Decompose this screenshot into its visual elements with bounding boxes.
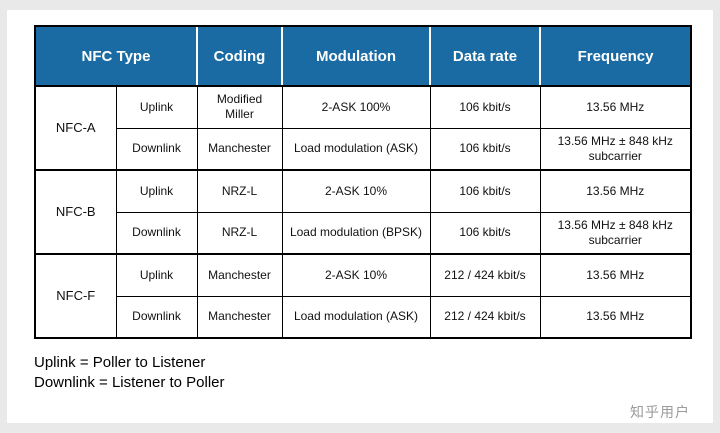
nfc-comparison-table: NFC Type Coding Modulation Data rate Fre… bbox=[34, 25, 692, 339]
modulation-cell: 2-ASK 10% bbox=[281, 253, 431, 297]
modulation-cell: 2-ASK 100% bbox=[281, 85, 431, 129]
table-row: Downlink Manchester Load modulation (ASK… bbox=[35, 127, 692, 171]
frequency-cell: 13.56 MHz bbox=[539, 85, 692, 129]
frequency-cell: 13.56 MHz ± 848 kHz subcarrier bbox=[539, 127, 692, 171]
table-row: Downlink NRZ-L Load modulation (BPSK) 10… bbox=[35, 211, 692, 255]
content-panel: NFC Type Coding Modulation Data rate Fre… bbox=[7, 10, 713, 423]
table-footnotes: Uplink = Poller to Listener Downlink = L… bbox=[34, 353, 713, 393]
frequency-cell: 13.56 MHz bbox=[539, 253, 692, 297]
data-rate-cell: 212 / 424 kbit/s bbox=[429, 253, 541, 297]
table-row: NFC-F Uplink Manchester 2-ASK 10% 212 / … bbox=[34, 253, 692, 339]
coding-cell: NRZ-L bbox=[196, 169, 283, 213]
nfc-type-cell: NFC-F bbox=[34, 253, 117, 339]
modulation-cell: Load modulation (ASK) bbox=[281, 295, 431, 339]
data-rate-cell: 106 kbit/s bbox=[429, 85, 541, 129]
col-header-data-rate: Data rate bbox=[429, 25, 541, 87]
col-header-modulation: Modulation bbox=[281, 25, 431, 87]
link-cell: Downlink bbox=[115, 211, 198, 255]
coding-cell: Manchester bbox=[196, 253, 283, 297]
col-header-frequency: Frequency bbox=[539, 25, 692, 87]
table-row: NFC-B Uplink NRZ-L 2-ASK 10% 106 kbit/s … bbox=[34, 169, 692, 255]
table-row: NFC-A Uplink Modified Miller 2-ASK 100% … bbox=[34, 85, 692, 171]
footnote-downlink: Downlink = Listener to Poller bbox=[34, 374, 225, 391]
nfc-type-cell: NFC-A bbox=[34, 85, 117, 171]
data-rate-cell: 212 / 424 kbit/s bbox=[429, 295, 541, 339]
frequency-cell: 13.56 MHz bbox=[539, 295, 692, 339]
nfc-type-cell: NFC-B bbox=[34, 169, 117, 255]
col-header-nfc-type: NFC Type bbox=[34, 25, 198, 87]
col-header-coding: Coding bbox=[196, 25, 283, 87]
data-rate-cell: 106 kbit/s bbox=[429, 211, 541, 255]
link-cell: Downlink bbox=[115, 295, 198, 339]
zhihu-user-watermark: 知乎用户 bbox=[630, 404, 690, 420]
modulation-cell: Load modulation (BPSK) bbox=[281, 211, 431, 255]
frequency-cell: 13.56 MHz ± 848 kHz subcarrier bbox=[539, 211, 692, 255]
coding-cell: NRZ-L bbox=[196, 211, 283, 255]
footnote-uplink: Uplink = Poller to Listener bbox=[34, 354, 206, 371]
frequency-cell: 13.56 MHz bbox=[539, 169, 692, 213]
modulation-cell: 2-ASK 10% bbox=[281, 169, 431, 213]
coding-cell: Manchester bbox=[196, 295, 283, 339]
coding-cell: Manchester bbox=[196, 127, 283, 171]
data-rate-cell: 106 kbit/s bbox=[429, 127, 541, 171]
link-cell: Uplink bbox=[115, 253, 198, 297]
modulation-cell: Load modulation (ASK) bbox=[281, 127, 431, 171]
header-row: NFC Type Coding Modulation Data rate Fre… bbox=[34, 25, 692, 87]
link-cell: Uplink bbox=[115, 85, 198, 129]
coding-cell: Modified Miller bbox=[196, 85, 283, 129]
link-cell: Downlink bbox=[115, 127, 198, 171]
data-rate-cell: 106 kbit/s bbox=[429, 169, 541, 213]
table-row: Downlink Manchester Load modulation (ASK… bbox=[35, 295, 692, 339]
link-cell: Uplink bbox=[115, 169, 198, 213]
